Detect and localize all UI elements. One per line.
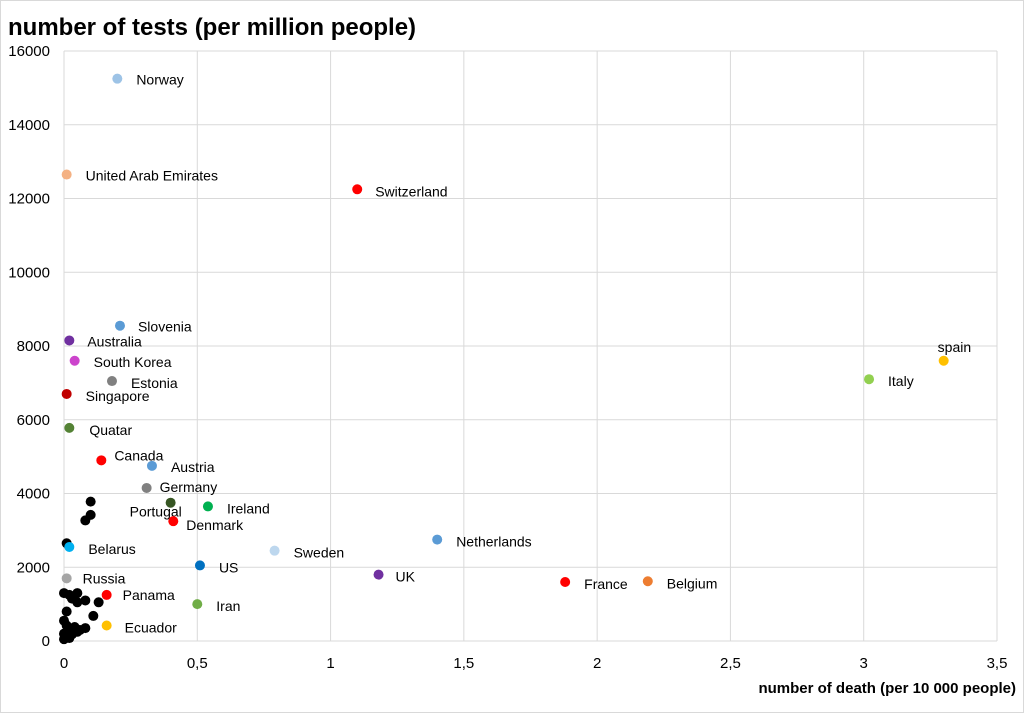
data-point-belarus [64,541,75,552]
data-label-netherlands: Netherlands [456,534,532,550]
data-label-canada: Canada [114,447,163,463]
data-label-belgium: Belgium [667,575,718,591]
data-point-sweden [269,545,280,556]
data-label-singapore: Singapore [86,388,150,404]
y-tick-label: 16000 [8,43,50,60]
x-tick-label: 1,5 [453,655,474,672]
data-point [66,629,77,640]
data-point-iran [192,599,203,610]
y-tick-label: 12000 [8,191,50,208]
data-label-ecuador: Ecuador [125,620,177,636]
data-point-singapore [61,388,72,399]
data-point-quatar [64,422,75,433]
data-point-australia [64,335,75,346]
data-label-austria: Austria [171,459,215,475]
data-label-slovenia: Slovenia [138,319,192,335]
data-label-sweden: Sweden [294,545,345,561]
data-point-belgium [642,576,653,587]
data-point-russia [61,573,72,584]
data-point-spain [938,355,949,366]
y-tick-label: 8000 [17,338,50,355]
data-point-estonia [106,376,117,387]
data-point-slovenia [114,320,125,331]
data-label-russia: Russia [83,570,126,586]
data-point-italy [864,374,875,385]
data-point-ireland [202,501,213,512]
data-point-united-arab-emirates [61,169,72,180]
x-tick-label: 3,5 [987,655,1008,672]
y-tick-label: 14000 [8,117,50,134]
data-label-uk: UK [396,569,416,585]
y-tick-label: 4000 [17,486,50,503]
data-label-ireland: Ireland [227,500,270,516]
data-point-south-korea [69,355,80,366]
data-label-switzerland: Switzerland [375,183,447,199]
x-tick-label: 2,5 [720,655,741,672]
x-tick-label: 1 [326,655,334,672]
y-tick-label: 6000 [17,412,50,429]
x-tick-label: 2 [593,655,601,672]
data-point [85,496,96,507]
y-tick-label: 10000 [8,264,50,281]
data-label-quatar: Quatar [89,422,132,438]
data-point-portugal [165,497,176,508]
data-point-switzerland [352,184,363,195]
data-point-austria [146,460,157,471]
data-label-spain: spain [938,339,971,355]
data-point-panama [101,589,112,600]
data-label-denmark: Denmark [186,517,244,533]
data-point-canada [96,455,107,466]
data-label-estonia: Estonia [131,375,178,391]
data-label-france: France [584,576,628,592]
data-point [80,623,91,634]
data-label-south-korea: South Korea [94,354,172,370]
data-point [72,597,83,608]
data-point-germany [141,482,152,493]
data-point-ecuador [101,620,112,631]
x-axis-title: number of death (per 10 000 people) [758,680,1016,697]
y-tick-label: 2000 [17,559,50,576]
data-label-italy: Italy [888,373,914,389]
data-label-iran: Iran [216,598,240,614]
data-point [80,515,91,526]
data-label-united-arab-emirates: United Arab Emirates [86,168,218,184]
data-point-norway [112,73,123,84]
data-point-france [560,577,571,587]
data-point [80,595,91,606]
data-point-netherlands [432,534,443,545]
data-point-denmark [168,516,179,527]
data-label-germany: Germany [160,479,218,495]
data-label-belarus: Belarus [88,541,135,557]
data-label-australia: Australia [87,333,142,349]
x-tick-label: 0 [60,655,68,672]
data-label-portugal: Portugal [130,504,182,520]
y-tick-label: 0 [42,633,50,650]
data-label-norway: Norway [136,72,183,88]
data-point [61,606,72,617]
x-tick-label: 0,5 [187,655,208,672]
data-point-uk [373,569,384,580]
data-point-us [194,560,205,571]
data-label-us: US [219,559,238,575]
data-point [93,597,104,608]
x-tick-label: 3 [860,655,868,672]
data-point [88,610,99,621]
y-axis-title: number of tests (per million people) [8,14,417,41]
data-label-panama: Panama [123,587,175,603]
